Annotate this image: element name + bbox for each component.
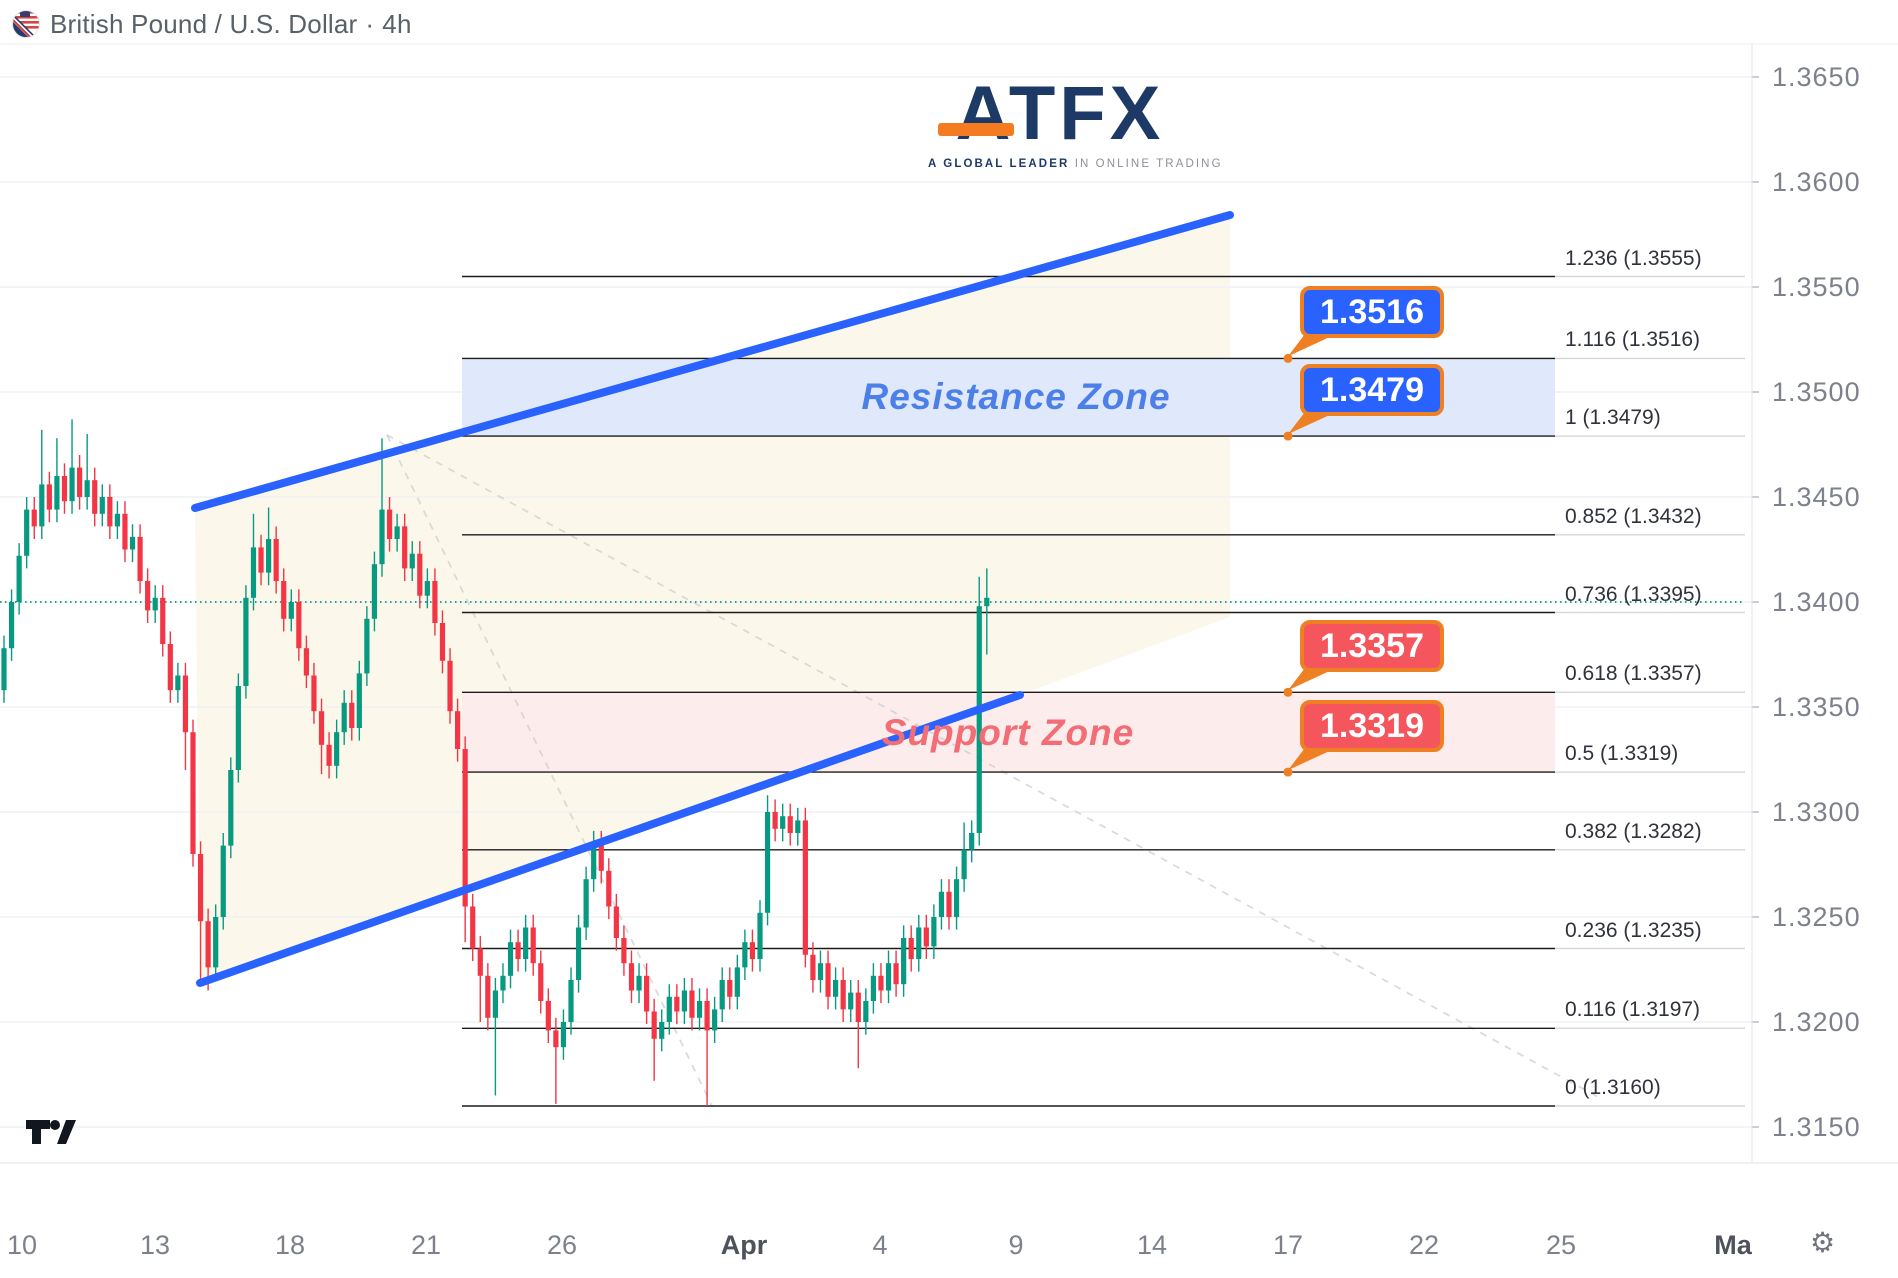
price-callout-1.3479[interactable]: 1.3479	[1300, 364, 1444, 416]
callout-anchor-dot	[1283, 687, 1293, 697]
callout-anchor-dot	[1283, 353, 1293, 363]
dashed-guide-line	[386, 434, 1601, 1099]
settings-gear-icon[interactable]: ⚙	[1810, 1226, 1836, 1259]
atfx-orange-bar-icon	[937, 123, 1014, 136]
price-callout-1.3516[interactable]: 1.3516	[1300, 286, 1444, 338]
atfx-tagline-bold: A GLOBAL LEADER	[928, 158, 1070, 170]
symbol-header: British Pound / U.S. Dollar · 4h	[12, 6, 412, 42]
dashed-guide-line	[386, 434, 713, 1107]
lower-trendline[interactable]	[196, 691, 1024, 987]
symbol-name: British Pound / U.S. Dollar	[50, 8, 358, 39]
callout-anchor-dot	[1283, 431, 1293, 441]
title-separator: ·	[365, 8, 375, 39]
gbpusd-flag-icon	[12, 10, 40, 38]
timeframe-label: 4h	[382, 8, 412, 39]
atfx-watermark: ATFX A GLOBAL LEADER IN ONLINE TRADING	[928, 76, 1221, 171]
price-callout-1.3357[interactable]: 1.3357	[1300, 620, 1444, 672]
atfx-tagline: A GLOBAL LEADER IN ONLINE TRADING	[928, 158, 1221, 170]
price-callout-1.3319[interactable]: 1.3319	[1300, 700, 1444, 752]
tradingview-logo[interactable]	[26, 1116, 76, 1155]
upper-trendline[interactable]	[191, 211, 1234, 512]
symbol-title[interactable]: British Pound / U.S. Dollar · 4h	[50, 9, 412, 40]
candlestick-series	[1, 419, 990, 1106]
trend-channel-fill	[195, 215, 1230, 983]
atfx-brand-text: ATFX	[955, 71, 1165, 156]
atfx-tagline-rest: IN ONLINE TRADING	[1074, 158, 1223, 170]
callout-anchor-dot	[1283, 767, 1293, 777]
